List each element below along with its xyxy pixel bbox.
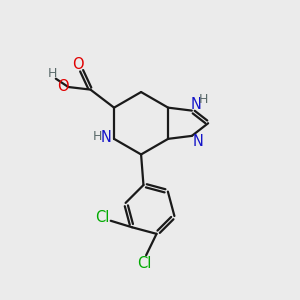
Text: O: O <box>57 79 69 94</box>
Text: Cl: Cl <box>137 256 152 271</box>
Text: H: H <box>48 67 57 80</box>
Text: H: H <box>198 93 208 106</box>
Text: Cl: Cl <box>95 210 109 225</box>
Text: N: N <box>193 134 204 149</box>
Text: N: N <box>191 97 202 112</box>
Text: N: N <box>100 130 111 145</box>
Text: H: H <box>93 130 102 143</box>
Text: O: O <box>72 57 83 72</box>
